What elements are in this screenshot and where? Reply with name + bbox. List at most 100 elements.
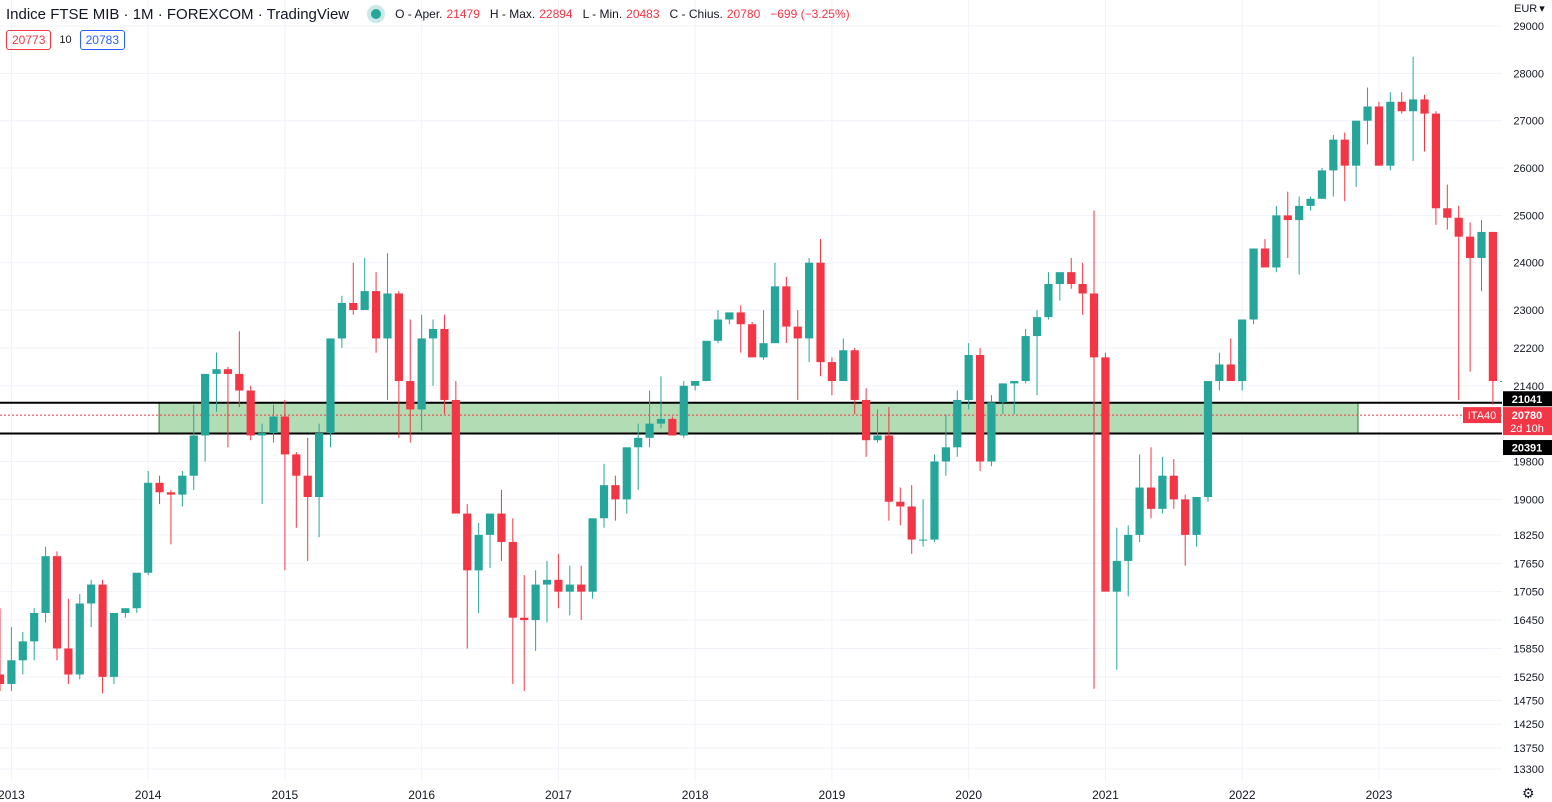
candle[interactable] xyxy=(918,499,928,547)
candle[interactable] xyxy=(1260,239,1270,268)
candle[interactable] xyxy=(668,416,677,436)
candle[interactable] xyxy=(41,546,50,623)
candle[interactable] xyxy=(691,381,700,391)
candle[interactable] xyxy=(1295,196,1304,275)
candle[interactable] xyxy=(371,272,381,353)
candle[interactable] xyxy=(1249,248,1258,325)
candle[interactable] xyxy=(1078,262,1087,315)
candle[interactable] xyxy=(497,489,506,561)
candle[interactable] xyxy=(953,390,962,457)
candle[interactable] xyxy=(314,423,324,538)
candles[interactable] xyxy=(0,56,1543,694)
candle[interactable] xyxy=(1317,168,1327,199)
candle[interactable] xyxy=(360,257,369,311)
candle[interactable] xyxy=(144,470,153,576)
candle[interactable] xyxy=(1215,352,1224,391)
candle[interactable] xyxy=(896,487,905,526)
candle[interactable] xyxy=(816,239,825,377)
candle[interactable] xyxy=(1181,494,1190,566)
candle[interactable] xyxy=(280,399,290,571)
candle[interactable] xyxy=(337,295,346,348)
candle[interactable] xyxy=(770,262,780,344)
candle[interactable] xyxy=(1055,272,1064,301)
candle[interactable] xyxy=(326,338,335,448)
candle[interactable] xyxy=(964,343,973,410)
candle[interactable] xyxy=(1169,459,1178,509)
candle[interactable] xyxy=(1021,328,1030,384)
candle[interactable] xyxy=(223,366,233,448)
candle[interactable] xyxy=(941,414,950,476)
candle[interactable] xyxy=(702,340,711,382)
candle[interactable] xyxy=(1089,210,1099,689)
candle[interactable] xyxy=(736,305,745,353)
candle[interactable] xyxy=(1226,338,1235,382)
candle[interactable] xyxy=(759,310,768,360)
candle[interactable] xyxy=(1192,497,1201,547)
candle[interactable] xyxy=(645,390,654,448)
candle[interactable] xyxy=(622,447,631,514)
candle[interactable] xyxy=(121,608,130,618)
candle[interactable] xyxy=(440,314,449,415)
candle[interactable] xyxy=(1329,134,1338,197)
candle[interactable] xyxy=(166,489,176,545)
candle[interactable] xyxy=(1374,101,1384,166)
candle[interactable] xyxy=(793,310,802,400)
candle[interactable] xyxy=(520,575,529,692)
candle[interactable] xyxy=(269,404,278,443)
candle[interactable] xyxy=(725,312,734,325)
candle[interactable] xyxy=(1340,132,1349,202)
candle[interactable] xyxy=(850,347,859,415)
candle[interactable] xyxy=(52,551,62,661)
candle[interactable] xyxy=(417,314,426,431)
candle[interactable] xyxy=(7,627,16,692)
candle[interactable] xyxy=(656,376,666,429)
candle[interactable] xyxy=(599,463,609,528)
candle[interactable] xyxy=(1032,310,1042,396)
candle[interactable] xyxy=(1238,319,1247,391)
candle[interactable] xyxy=(827,357,837,396)
candle[interactable] xyxy=(1352,120,1361,187)
candle[interactable] xyxy=(1443,184,1452,230)
candle[interactable] xyxy=(383,253,392,400)
candle[interactable] xyxy=(303,437,312,561)
candle[interactable] xyxy=(1386,92,1395,171)
candle[interactable] xyxy=(87,579,96,628)
candle[interactable] xyxy=(588,518,597,599)
candle[interactable] xyxy=(1158,456,1167,514)
candle[interactable] xyxy=(1431,111,1441,225)
candle[interactable] xyxy=(782,276,791,344)
candle[interactable] xyxy=(748,321,757,358)
candle[interactable] xyxy=(292,452,301,528)
candle[interactable] xyxy=(1409,56,1418,161)
candle[interactable] xyxy=(1420,94,1429,152)
candle[interactable] xyxy=(531,570,540,651)
candle[interactable] xyxy=(1488,231,1497,405)
candle[interactable] xyxy=(577,565,586,621)
candle[interactable] xyxy=(201,373,210,462)
candle[interactable] xyxy=(873,409,882,443)
candle[interactable] xyxy=(18,631,27,675)
candle[interactable] xyxy=(907,485,916,554)
candle[interactable] xyxy=(406,319,415,443)
candle[interactable] xyxy=(565,565,574,616)
candle[interactable] xyxy=(1044,272,1053,320)
candle[interactable] xyxy=(246,385,255,441)
candle[interactable] xyxy=(1283,191,1292,258)
candle[interactable] xyxy=(178,470,187,507)
candle[interactable] xyxy=(451,381,460,514)
candle[interactable] xyxy=(998,383,1007,415)
candle[interactable] xyxy=(713,310,723,344)
candle[interactable] xyxy=(428,319,438,386)
candle[interactable] xyxy=(394,291,403,438)
candle[interactable] xyxy=(611,475,620,521)
candle[interactable] xyxy=(485,513,495,568)
candle[interactable] xyxy=(1454,205,1463,400)
candle[interactable] xyxy=(132,572,141,613)
candle[interactable] xyxy=(1306,196,1315,211)
candle[interactable] xyxy=(542,560,552,623)
candle[interactable] xyxy=(1067,257,1076,289)
candle[interactable] xyxy=(1135,454,1144,542)
candle[interactable] xyxy=(0,608,5,692)
candle[interactable] xyxy=(1397,92,1406,114)
